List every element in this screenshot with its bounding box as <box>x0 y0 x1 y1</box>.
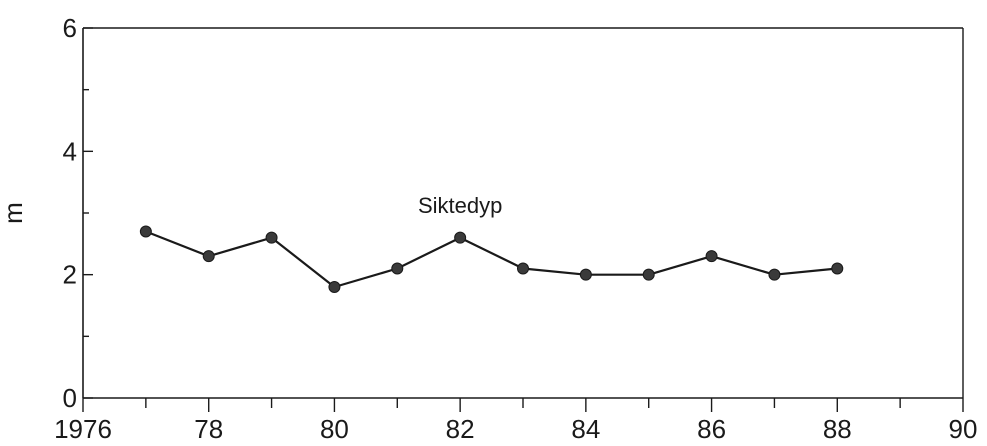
data-point <box>265 231 278 244</box>
data-point <box>454 231 467 244</box>
plot-frame <box>83 27 964 398</box>
y-tick-label: 0 <box>63 383 77 413</box>
y-tick-label: 6 <box>63 13 77 43</box>
data-point <box>642 268 655 281</box>
data-point <box>139 225 152 238</box>
data-point <box>517 262 529 275</box>
x-axis: 1976 78 80 82 84 86 88 90 <box>54 397 978 444</box>
data-point <box>579 268 592 281</box>
x-tick-label: 1976 <box>54 414 112 444</box>
data-point <box>391 262 404 275</box>
data-point <box>831 262 844 275</box>
series-line <box>145 230 838 289</box>
data-point <box>328 281 341 293</box>
series-annotation: Siktedyp <box>418 193 502 218</box>
x-tick-label: 82 <box>446 414 475 444</box>
data-point <box>768 268 781 281</box>
x-tick-label: 90 <box>949 414 978 444</box>
y-tick-label: 4 <box>63 136 77 166</box>
y-tick-label: 2 <box>63 260 77 290</box>
annotations-group: Siktedyp <box>418 193 502 218</box>
series-group <box>139 225 844 293</box>
x-tick-label: 84 <box>571 414 600 444</box>
x-tick-label: 88 <box>823 414 852 444</box>
x-tick-label: 86 <box>697 414 726 444</box>
data-point <box>705 250 718 263</box>
y-axis: 0 2 4 6 <box>63 13 93 413</box>
data-point <box>202 250 215 263</box>
y-axis-label: m <box>0 202 28 224</box>
x-tick-label: 80 <box>320 414 349 444</box>
x-tick-label: 78 <box>194 414 223 444</box>
